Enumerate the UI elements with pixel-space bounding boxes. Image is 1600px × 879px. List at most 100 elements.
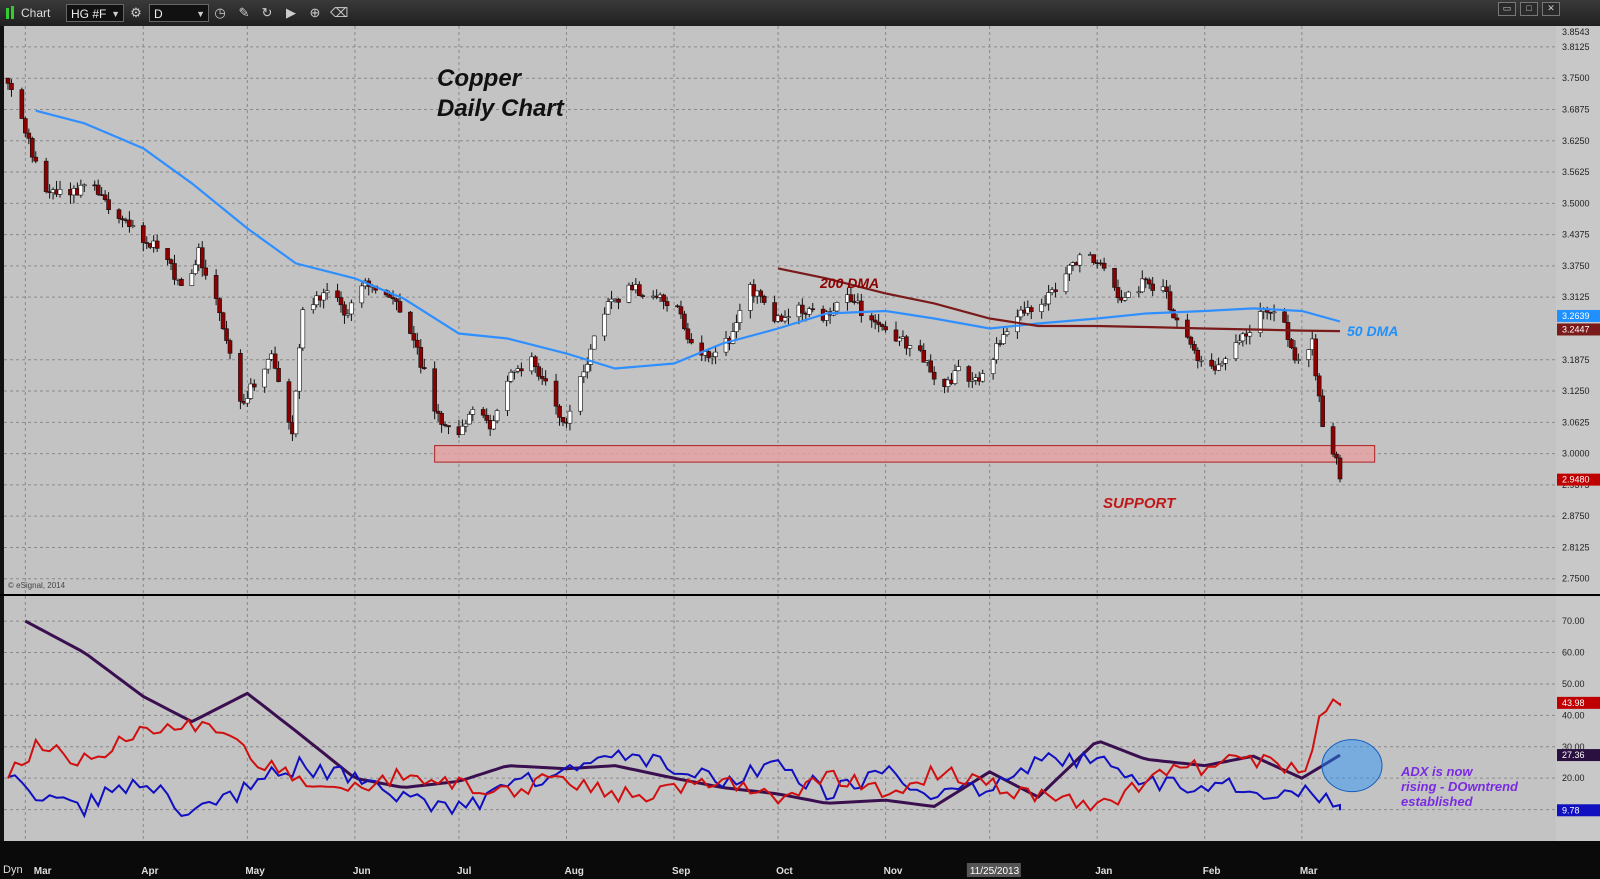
y-tick-label: 60.00: [1562, 648, 1585, 658]
candle-down: [432, 368, 437, 412]
candle-down: [706, 351, 711, 359]
candle-up: [494, 410, 500, 422]
candle-up: [324, 290, 330, 294]
y-tick-label: 2.7500: [1562, 574, 1590, 584]
candle-down: [220, 312, 226, 330]
candle-up: [300, 309, 306, 349]
y-tick-label: 3.1875: [1562, 355, 1590, 365]
x-highlight-box: [966, 863, 1021, 877]
candle-down: [199, 247, 205, 269]
candle-down: [921, 350, 927, 363]
play-icon[interactable]: ▶: [286, 5, 296, 20]
candle-down: [883, 326, 888, 331]
candle-up: [265, 359, 271, 370]
candle-down: [543, 378, 548, 382]
candle-down: [1289, 339, 1294, 348]
candle-down: [446, 425, 451, 428]
chevron-down-icon[interactable]: ▼: [196, 9, 205, 19]
chevron-down-icon[interactable]: ▼: [111, 9, 120, 19]
candle-down: [772, 302, 777, 322]
candle-down: [928, 360, 933, 373]
candle-up: [748, 284, 753, 311]
candle-down: [342, 304, 347, 316]
clock-icon[interactable]: ◷: [214, 5, 226, 20]
candle-up: [470, 409, 476, 415]
candle-up: [786, 316, 791, 319]
y-tick-label: 3.4375: [1562, 230, 1590, 240]
eraser-icon[interactable]: ⌫: [330, 5, 349, 20]
x-tick-label: Mar: [1300, 866, 1318, 877]
x-highlight-date: 11/25/2013: [970, 866, 1020, 877]
copyright-label: © eSignal, 2014: [8, 581, 66, 590]
candle-down: [893, 329, 899, 342]
candle-down: [217, 298, 222, 314]
indicator-panel[interactable]: [4, 596, 1556, 841]
zoom-icon[interactable]: ⊕: [309, 5, 321, 20]
candle-up: [1136, 291, 1142, 294]
dma50-price-tag: [1557, 309, 1600, 322]
y-tick-label: 3.3750: [1562, 261, 1590, 271]
candle-up: [709, 356, 715, 359]
candle-up: [834, 302, 840, 312]
candle-down: [1028, 307, 1034, 312]
candle-down: [168, 259, 174, 264]
plus-di-value-tag-text: 9.78: [1562, 805, 1580, 815]
close-icon[interactable]: ✕: [1542, 2, 1560, 16]
candle-up: [248, 383, 254, 399]
candle-down: [227, 340, 233, 354]
adx-highlight-ellipse: [1321, 739, 1383, 793]
time-axis-panel: [0, 841, 1600, 879]
candle-down: [1292, 347, 1298, 361]
candle-up: [782, 317, 788, 322]
interval-select[interactable]: D ▼: [149, 4, 209, 22]
y-tick-label: 3.0000: [1562, 449, 1590, 459]
candle-down: [664, 301, 670, 307]
candle-up: [245, 398, 250, 404]
chart-title-line: Copper: [437, 65, 523, 92]
candle-up: [460, 425, 465, 435]
y-tick-label: 30.00: [1562, 742, 1585, 752]
indicator-line-minus-DI: [7, 698, 1341, 812]
candle-down: [616, 298, 621, 303]
cursor-sync-icon[interactable]: ⚙: [130, 5, 142, 20]
candle-down: [761, 295, 767, 303]
symbol-value: HG #F: [71, 7, 107, 21]
candle-up: [723, 338, 729, 353]
adx-annotation-line: established: [1401, 794, 1474, 809]
candle-down: [675, 305, 680, 308]
restore-icon[interactable]: ▭: [1498, 2, 1516, 16]
support-label: SUPPORT: [1103, 495, 1177, 512]
candle-down: [387, 294, 392, 298]
candle-up: [1001, 334, 1006, 344]
candle-down: [1316, 375, 1322, 397]
candle-up: [730, 331, 736, 344]
candle-up: [956, 366, 961, 371]
candlestick-series: [5, 77, 1343, 483]
candle-down: [1115, 287, 1121, 299]
x-tick-label: Aug: [564, 866, 583, 877]
x-tick-label: Jun: [353, 866, 371, 877]
candle-down: [519, 368, 524, 372]
candle-down: [179, 278, 184, 286]
pencil-icon[interactable]: ✎: [238, 5, 250, 20]
candle-up: [990, 359, 996, 374]
last-price-tag-text: 2.9480: [1562, 475, 1590, 485]
candle-up: [297, 347, 302, 392]
candle-down: [682, 313, 687, 330]
candle-down: [689, 338, 694, 344]
candle-down: [19, 89, 25, 119]
adx-annotation-line: ADX is now: [1400, 764, 1473, 779]
symbol-input[interactable]: HG #F ▼: [66, 4, 124, 22]
chart-canvas[interactable]: 3.8125 3.7500 3.6875 3.6250 3.5625 3.5000 3.43…: [0, 26, 1600, 879]
y-tick-label: 3.7500: [1562, 73, 1590, 83]
candle-down: [1171, 309, 1176, 319]
maximize-icon[interactable]: □: [1520, 2, 1538, 16]
price-panel[interactable]: [4, 26, 1556, 594]
candle-down: [966, 366, 972, 382]
candle-down: [251, 383, 257, 388]
refresh-icon[interactable]: ↻: [261, 5, 273, 20]
candle-up: [1039, 303, 1044, 312]
candle-up: [591, 335, 597, 350]
candle-down: [699, 342, 705, 356]
y-tick-label: 2.8125: [1562, 542, 1590, 552]
